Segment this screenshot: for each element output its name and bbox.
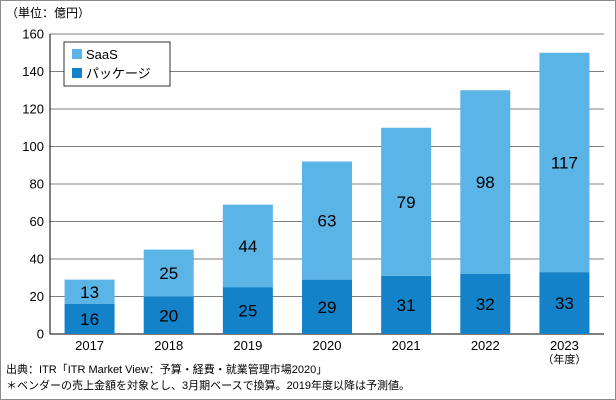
x-tick-label: 2021 xyxy=(392,338,421,353)
y-tick-label: 120 xyxy=(22,102,44,117)
legend-swatch-saas xyxy=(72,49,82,59)
source-line: 出典：ITR「ITR Market View：予算・経費・就業管理市場2020」 xyxy=(6,364,328,376)
legend-label-saas: SaaS xyxy=(86,47,118,62)
bar-saas xyxy=(302,161,352,280)
data-label-package: 32 xyxy=(476,295,495,314)
bar-package xyxy=(460,274,511,334)
data-label-package: 31 xyxy=(397,296,416,315)
bar-package xyxy=(64,304,115,334)
data-label-saas: 63 xyxy=(318,212,337,231)
data-label-saas: 117 xyxy=(551,153,578,172)
y-tick-label: 60 xyxy=(30,214,44,229)
data-label-package: 20 xyxy=(159,306,178,325)
bar-saas xyxy=(539,52,590,273)
data-label-package: 16 xyxy=(80,310,99,329)
data-label-saas: 98 xyxy=(476,173,495,192)
data-label-package: 29 xyxy=(318,298,337,317)
bar-package xyxy=(143,296,194,334)
y-tick-label: 100 xyxy=(22,139,44,154)
x-tick-label: 2023 xyxy=(550,338,579,353)
y-tick-label: 160 xyxy=(22,27,44,42)
y-tick-label: 140 xyxy=(22,64,44,79)
data-label-saas: 25 xyxy=(159,264,178,283)
y-tick-label: 80 xyxy=(30,177,44,192)
bar-saas xyxy=(143,249,194,297)
x-tick-label: 2019 xyxy=(233,338,262,353)
legend-swatch-package xyxy=(72,68,82,78)
bar-saas xyxy=(460,90,511,274)
y-tick-label: 0 xyxy=(37,327,44,342)
data-label-saas: 13 xyxy=(80,283,99,302)
x-tick-label: 2018 xyxy=(154,338,183,353)
bar-package xyxy=(302,279,352,334)
x-axis-suffix: （年度） xyxy=(542,352,586,366)
x-tick-label: 2017 xyxy=(75,338,104,353)
y-tick-label: 20 xyxy=(30,289,44,304)
legend-label-package: パッケージ xyxy=(86,66,151,81)
bar-package xyxy=(222,287,273,334)
data-label-saas: 79 xyxy=(397,193,416,212)
x-tick-label: 2020 xyxy=(313,338,342,353)
bar-saas xyxy=(381,127,432,276)
bar-package xyxy=(381,275,432,334)
bar-package xyxy=(539,272,590,334)
note-line: ＊ベンダーの売上金額を対象とし、3月期ベースで換算。2019年度以降は予測値。 xyxy=(6,380,411,392)
data-label-package: 25 xyxy=(238,302,257,321)
y-tick-label: 40 xyxy=(30,252,44,267)
data-label-saas: 44 xyxy=(238,237,257,256)
data-label-package: 33 xyxy=(555,294,574,313)
x-tick-label: 2022 xyxy=(471,338,500,353)
bar-saas xyxy=(64,279,115,304)
unit-label: （単位：億円） xyxy=(6,6,91,20)
bar-saas xyxy=(222,204,273,288)
